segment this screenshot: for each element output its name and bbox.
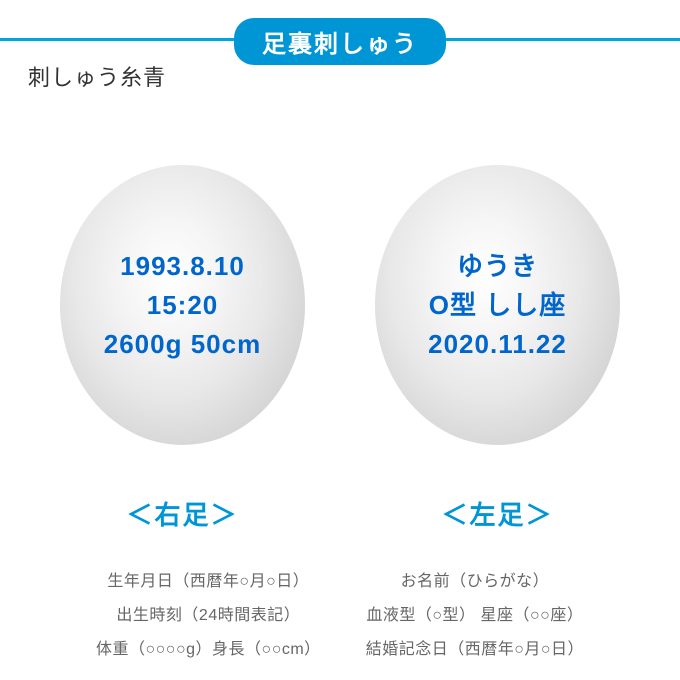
- right-desc-line1: 生年月日（西暦年○月○日）: [107, 567, 309, 591]
- right-foot-line3: 2600g 50cm: [104, 325, 261, 364]
- right-foot-label: ＜右足＞: [126, 495, 238, 532]
- left-foot-text: ゆうき O型 しし座 2020.11.22: [428, 247, 567, 364]
- left-foot-line3: 2020.11.22: [428, 325, 567, 364]
- left-foot-column: ゆうき O型 しし座 2020.11.22 ＜左足＞: [375, 165, 620, 532]
- right-desc-line2: 出生時刻（24時間表記）: [116, 601, 300, 625]
- header-title-badge: 足裏刺しゅう: [234, 18, 446, 65]
- feet-container: 1993.8.10 15:20 2600g 50cm ＜右足＞ ゆうき O型 し…: [0, 165, 680, 532]
- left-desc-line1: お名前（ひらがな）: [401, 567, 550, 591]
- left-foot-label: ＜左足＞: [441, 495, 553, 532]
- subtitle-text: 刺しゅう糸青: [28, 60, 166, 92]
- left-description-column: お名前（ひらがな） 血液型（○型） 星座（○○座） 結婚記念日（西暦年○月○日）: [366, 567, 584, 659]
- right-foot-column: 1993.8.10 15:20 2600g 50cm ＜右足＞: [60, 165, 305, 532]
- right-foot-line1: 1993.8.10: [104, 247, 261, 286]
- right-foot-text: 1993.8.10 15:20 2600g 50cm: [104, 247, 261, 364]
- right-desc-line3: 体重（○○○○g）身長（○○cm）: [96, 635, 321, 659]
- left-desc-line3: 結婚記念日（西暦年○月○日）: [366, 635, 584, 659]
- left-desc-line2: 血液型（○型） 星座（○○座）: [366, 601, 583, 625]
- left-foot-line1: ゆうき: [428, 247, 567, 286]
- left-foot-line2: O型 しし座: [428, 286, 567, 325]
- descriptions-container: 生年月日（西暦年○月○日） 出生時刻（24時間表記） 体重（○○○○g）身長（○…: [0, 567, 680, 659]
- left-foot-oval: ゆうき O型 しし座 2020.11.22: [375, 165, 620, 445]
- right-foot-line2: 15:20: [104, 286, 261, 325]
- right-foot-oval: 1993.8.10 15:20 2600g 50cm: [60, 165, 305, 445]
- header-container: 足裏刺しゅう: [0, 0, 680, 65]
- right-description-column: 生年月日（西暦年○月○日） 出生時刻（24時間表記） 体重（○○○○g）身長（○…: [96, 567, 321, 659]
